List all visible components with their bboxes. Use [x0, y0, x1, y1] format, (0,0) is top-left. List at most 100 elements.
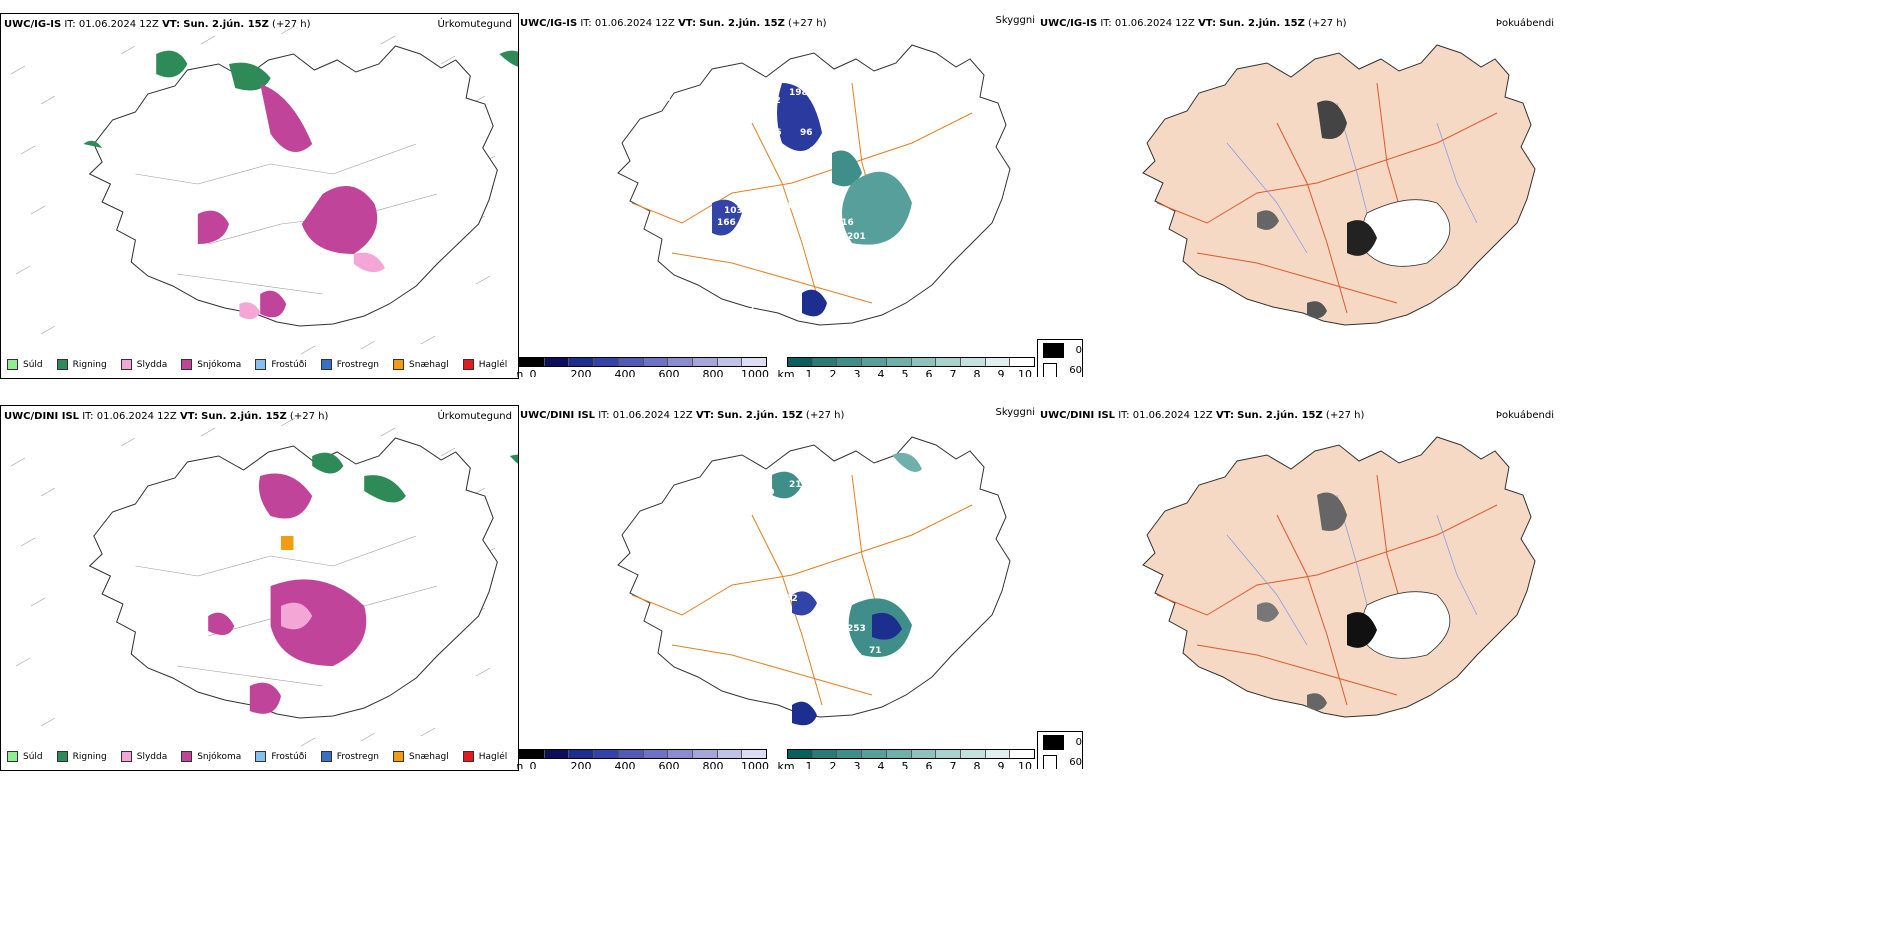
- colorbar-cell: [886, 358, 912, 366]
- cloud-labels: 93 78 89 21 91 67 67 170 11 44 102 92 23 778 253 63 71 72…: [605, 480, 882, 716]
- colorbar-cells: [787, 357, 1035, 367]
- cloud-base-label: 102: [779, 594, 798, 604]
- colorbar-cell: [960, 358, 986, 366]
- legend-item: Frostregn: [320, 751, 379, 762]
- colorbar-cell: [837, 750, 863, 758]
- legend-swatch: [56, 359, 68, 370]
- legend-swatch: [393, 359, 405, 370]
- colorbar-cell: [569, 750, 595, 758]
- colorbar-ticks: km 1 2 3 4 5 6 7 8 9 10: [777, 760, 1032, 769]
- colorbar-cell: [788, 358, 813, 366]
- cloud-base-label: 11: [724, 598, 737, 608]
- cloud-base-label: 87: [807, 234, 820, 244]
- legend-swatch: [393, 751, 405, 762]
- cloud-base-label: 40: [767, 706, 780, 716]
- fog-legend: 0 60: [1037, 731, 1083, 769]
- cloud-base-label: 92: [605, 94, 618, 104]
- cloud-base-label: 72: [775, 678, 788, 688]
- colorbar-cell: [911, 358, 937, 366]
- cloud-base-label: 412: [762, 96, 781, 106]
- colorbar-ticks: m 0 200 400 600 800 1000: [517, 760, 769, 769]
- colorbar-cell: [936, 358, 961, 366]
- colorbar-cell: [886, 750, 912, 758]
- cloud-base-label: 89: [762, 488, 775, 498]
- colorbar-ticks: m 0 200 400 600 800 1000: [517, 368, 769, 377]
- panel-title: Þokuábendi: [1495, 18, 1554, 29]
- cloud-base-label: 11: [872, 274, 885, 284]
- visibility-colorbar: km 1 2 3 4 5 6 7 8 9 10: [777, 749, 1035, 769]
- cloud-base-label: 133: [652, 94, 671, 104]
- legend-item: Frostregn: [320, 359, 379, 370]
- colorbar-cell: [717, 750, 743, 758]
- fog-legend-row: 60: [1038, 360, 1082, 377]
- legend-item: Slydda: [120, 359, 167, 370]
- colorbar-cell: [692, 358, 718, 366]
- cloud-labels: 92 133 412 198 96 96 62 71 103 166 63 84 116 169 201 87…: [605, 88, 888, 332]
- panel-title: Skyggni: [995, 15, 1035, 26]
- cloud-base-label: 67: [809, 538, 822, 548]
- cloud-panel-row2: UWC/DINI ISL IT: 01.06.2024 12Z VT: Sun.…: [517, 405, 1037, 769]
- precip-panel-row1: UWC/IG-IS IT: 01.06.2024 12Z VT: Sun. 2.…: [0, 13, 519, 379]
- colorbar-cell: [594, 358, 619, 366]
- legend-item: Haglél: [462, 751, 507, 762]
- legend-item: Súld: [7, 751, 43, 762]
- cloud-base-label: 23: [835, 610, 848, 620]
- cloud-base-label: 67: [800, 520, 813, 530]
- fog-legend-row: 0: [1038, 340, 1082, 360]
- legend-swatch: [56, 751, 68, 762]
- cloud-base-label: 71: [805, 164, 818, 174]
- colorbar-cell: [692, 750, 718, 758]
- fog-swatch: [1043, 342, 1064, 358]
- legend-swatch: [255, 359, 267, 370]
- colorbar-cell: [936, 750, 961, 758]
- cloud-base-label: 57: [757, 322, 770, 332]
- panel-title: Úrkomutegund: [437, 411, 512, 422]
- colorbar-cell: [643, 750, 669, 758]
- legend-item: Frostúði: [255, 359, 307, 370]
- panel-title: Úrkomutegund: [437, 19, 512, 30]
- colorbar-cell: [812, 750, 838, 758]
- colorbar-cell: [643, 358, 669, 366]
- legend-swatch: [7, 359, 18, 370]
- panel-header: UWC/DINI ISL IT: 01.06.2024 12Z VT: Sun.…: [4, 411, 329, 422]
- cloud-base-label: 778: [827, 626, 846, 636]
- panel-header: UWC/DINI ISL IT: 01.06.2024 12Z VT: Sun.…: [1040, 410, 1365, 421]
- cloud-base-label: 77: [775, 286, 788, 296]
- colorbar-cell: [1010, 358, 1035, 366]
- fog-swatch: [1043, 734, 1064, 750]
- colorbar-cell: [985, 358, 1011, 366]
- colorbar-cell: [717, 358, 743, 366]
- fog-legend: 0 60: [1037, 339, 1083, 377]
- cloud-base-label: 44: [717, 610, 730, 620]
- fog-map: [1142, 436, 1536, 718]
- cloud-base-label: 7: [749, 304, 755, 314]
- panel-title: Þokuábendi: [1495, 410, 1554, 421]
- fog-swatch: [1043, 754, 1058, 769]
- colorbar-cell: [742, 750, 767, 758]
- cloud-base-label: 93: [605, 486, 618, 496]
- legend-item: Haglél: [462, 359, 507, 370]
- cloud-base-label: 84: [817, 206, 830, 216]
- colorbar-cell: [594, 750, 619, 758]
- cloud-base-label: 201: [847, 232, 866, 242]
- fog-legend-row: 60: [1038, 752, 1082, 769]
- colorbar-cells: [519, 749, 767, 759]
- cloud-base-label: 91: [769, 520, 782, 530]
- legend-item: Rigning: [56, 359, 107, 370]
- legend-swatch: [320, 359, 332, 370]
- precip-legend: Súld Rigning Slydda Snjókoma Frostúði Fr…: [7, 359, 507, 370]
- cloud-base-label: 63: [807, 626, 820, 636]
- cloud-map: 92 133 412 198 96 96 62 71 103 166 63 84 116 169 201 87…: [605, 44, 1011, 332]
- fog-legend-row: 0: [1038, 732, 1082, 752]
- legend-swatch: [120, 751, 132, 762]
- cloud-base-label: 253: [847, 624, 866, 634]
- colorbar-cell: [862, 750, 887, 758]
- fog-map: [1142, 44, 1536, 326]
- colorbar-cell: [569, 358, 595, 366]
- legend-swatch: [462, 751, 474, 762]
- cloud-base-label: 96: [800, 128, 813, 138]
- panel-header: UWC/IG-IS IT: 01.06.2024 12Z VT: Sun. 2.…: [4, 19, 311, 30]
- ceiling-colorbar: m 0 200 400 600 800 1000: [517, 357, 769, 377]
- colorbar-cell: [742, 358, 767, 366]
- cloud-panel-row1: UWC/IG-IS IT: 01.06.2024 12Z VT: Sun. 2.…: [517, 13, 1037, 377]
